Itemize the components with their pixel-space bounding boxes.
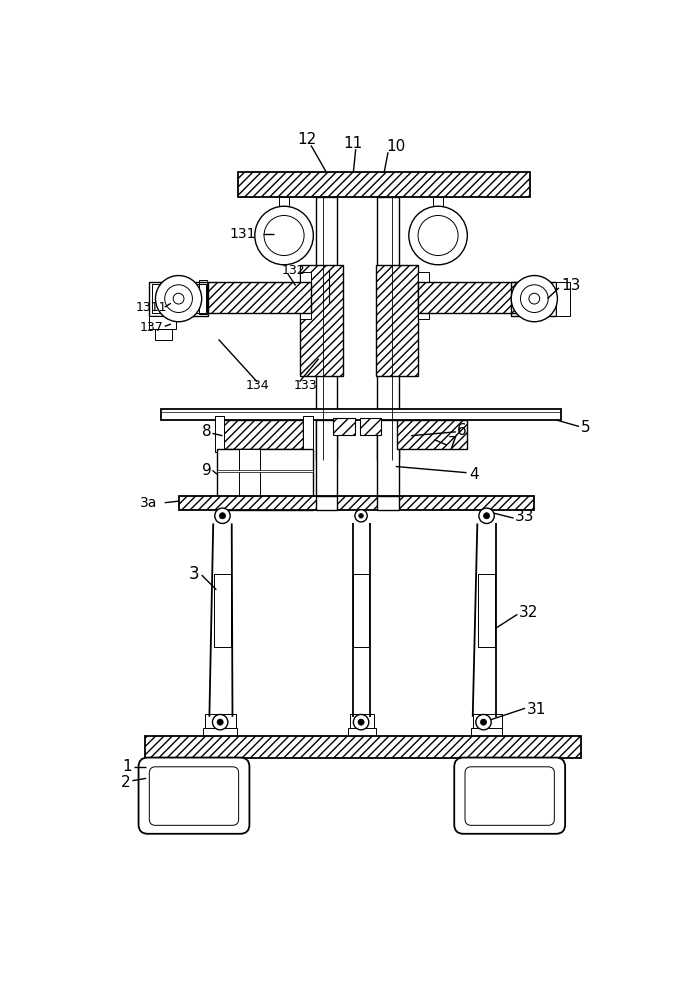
Circle shape xyxy=(480,719,486,725)
Circle shape xyxy=(255,206,313,265)
Bar xyxy=(217,449,313,510)
Bar xyxy=(377,420,399,501)
Bar xyxy=(350,714,374,730)
Bar xyxy=(147,769,157,778)
Bar xyxy=(155,329,173,340)
Bar xyxy=(354,574,369,647)
Bar xyxy=(149,316,176,329)
Bar xyxy=(279,197,290,209)
Bar xyxy=(205,714,235,730)
Bar xyxy=(334,418,355,435)
Text: 3: 3 xyxy=(189,565,200,583)
Circle shape xyxy=(409,206,467,265)
Bar xyxy=(145,736,581,758)
Text: 3a: 3a xyxy=(140,496,157,510)
Bar xyxy=(433,197,444,209)
Bar xyxy=(215,416,224,452)
Bar xyxy=(473,714,502,730)
Bar xyxy=(478,574,495,647)
Circle shape xyxy=(529,293,539,304)
Bar xyxy=(303,416,312,452)
Circle shape xyxy=(354,714,369,730)
Text: 133: 133 xyxy=(294,379,318,392)
Circle shape xyxy=(484,513,490,519)
Circle shape xyxy=(520,285,548,312)
Circle shape xyxy=(213,714,228,730)
Text: 8: 8 xyxy=(202,424,211,439)
Text: 2: 2 xyxy=(120,775,130,790)
Circle shape xyxy=(511,276,557,322)
Bar xyxy=(300,272,311,319)
Bar xyxy=(377,197,399,460)
Bar xyxy=(200,280,207,314)
Bar xyxy=(471,728,502,736)
FancyBboxPatch shape xyxy=(138,758,250,834)
Text: 132: 132 xyxy=(282,264,305,277)
Text: 31: 31 xyxy=(526,702,546,717)
Text: 131: 131 xyxy=(229,227,255,241)
Bar xyxy=(519,280,528,314)
Bar xyxy=(239,449,260,510)
Bar xyxy=(418,282,519,312)
Bar xyxy=(161,409,561,420)
Bar xyxy=(548,758,562,771)
Bar xyxy=(397,420,466,449)
Bar xyxy=(348,728,376,736)
Text: 13: 13 xyxy=(561,278,581,293)
Circle shape xyxy=(217,719,223,725)
Bar xyxy=(556,282,570,316)
Bar xyxy=(360,418,381,435)
Circle shape xyxy=(476,714,491,730)
Text: 7: 7 xyxy=(448,436,458,451)
Bar xyxy=(316,197,337,460)
FancyBboxPatch shape xyxy=(465,767,555,825)
Text: 6: 6 xyxy=(458,423,467,438)
Text: 1311: 1311 xyxy=(136,301,167,314)
Bar xyxy=(418,272,429,319)
Circle shape xyxy=(215,508,230,523)
Bar xyxy=(217,470,313,472)
Text: 1: 1 xyxy=(122,759,132,774)
Bar xyxy=(316,496,337,510)
Bar xyxy=(207,282,311,312)
Text: 11: 11 xyxy=(344,136,363,151)
Circle shape xyxy=(358,719,364,725)
Bar xyxy=(238,172,530,197)
Circle shape xyxy=(219,513,226,519)
Text: 33: 33 xyxy=(515,509,535,524)
Text: 137: 137 xyxy=(140,321,164,334)
Bar xyxy=(550,769,561,778)
Bar xyxy=(149,282,208,316)
Circle shape xyxy=(418,215,458,256)
Circle shape xyxy=(155,276,202,322)
Circle shape xyxy=(164,285,193,312)
Bar xyxy=(300,265,343,376)
Bar xyxy=(151,284,206,313)
Circle shape xyxy=(479,508,494,523)
Text: 9: 9 xyxy=(202,463,211,478)
Bar xyxy=(214,574,231,647)
Circle shape xyxy=(355,510,367,522)
Bar xyxy=(222,420,303,449)
Text: 5: 5 xyxy=(581,420,590,436)
Bar xyxy=(377,496,399,510)
Text: 12: 12 xyxy=(297,132,316,147)
Bar xyxy=(179,496,535,510)
Circle shape xyxy=(264,215,304,256)
Bar xyxy=(203,728,237,736)
FancyBboxPatch shape xyxy=(149,767,239,825)
Circle shape xyxy=(173,293,184,304)
Text: 32: 32 xyxy=(519,605,538,620)
Circle shape xyxy=(358,513,363,518)
Bar xyxy=(316,420,337,501)
Text: 10: 10 xyxy=(386,139,405,154)
Text: 134: 134 xyxy=(246,379,269,392)
Bar xyxy=(511,282,556,316)
Bar xyxy=(376,265,418,376)
Text: 4: 4 xyxy=(469,467,478,482)
FancyBboxPatch shape xyxy=(454,758,565,834)
Bar xyxy=(147,758,160,771)
